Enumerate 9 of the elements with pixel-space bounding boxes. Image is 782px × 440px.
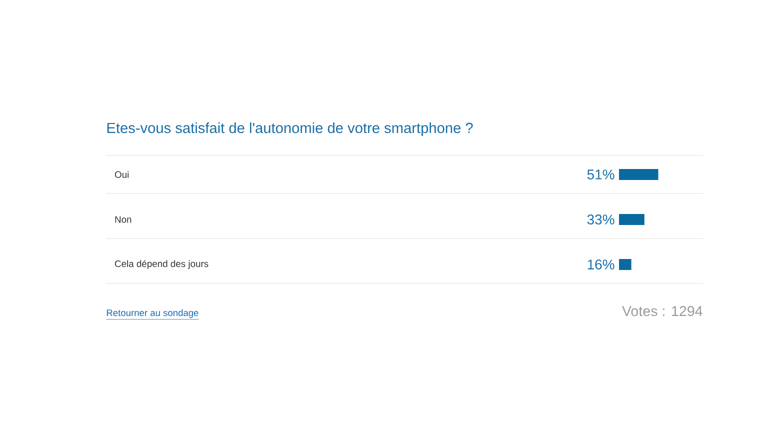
data-label: 51% <box>587 170 614 180</box>
y-tick-label: Non <box>115 216 132 223</box>
y-tick-label: Oui <box>114 171 129 178</box>
data-label: 16% <box>588 260 614 270</box>
text: Votes : 1294 <box>622 306 702 316</box>
y-tick-label: Cela dépend des jours <box>115 260 208 269</box>
data-label: 33% <box>587 214 614 224</box>
text: Retourner au sondage <box>106 309 198 318</box>
text: Etes-vous satisfait de l'autonomie de votre smartphone ? <box>107 122 473 136</box>
